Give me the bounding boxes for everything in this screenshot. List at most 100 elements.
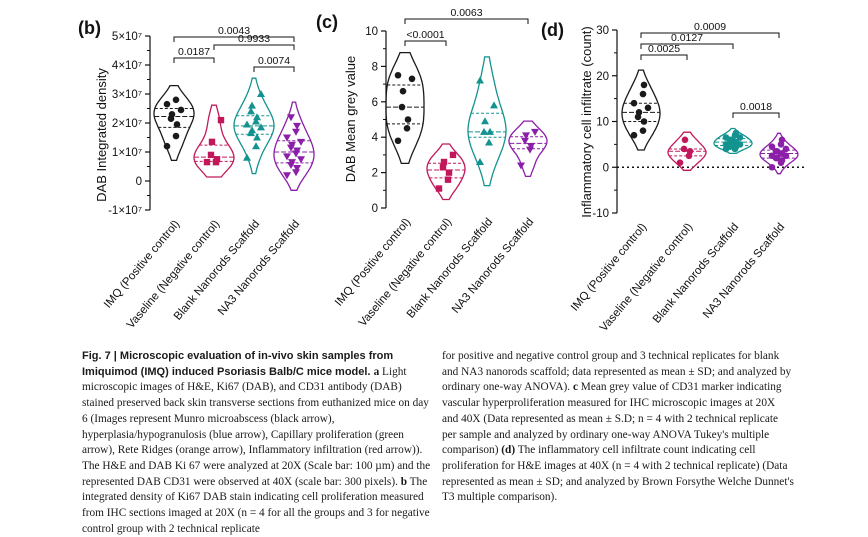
data-point: [640, 118, 648, 125]
data-point: [782, 145, 790, 153]
data-point: [773, 147, 781, 155]
data-point: [449, 151, 457, 159]
data-point: [732, 138, 740, 146]
data-point: [773, 154, 781, 162]
data-point: [248, 126, 256, 134]
y-axis-label: DAB Integrated density: [94, 68, 109, 202]
data-point: [778, 136, 786, 144]
violin-4: [273, 101, 315, 191]
data-point: [168, 111, 176, 118]
significance-bracket: [253, 66, 295, 72]
data-point: [293, 147, 301, 155]
data-point: [293, 122, 301, 130]
p-value-label: 0.0063: [450, 7, 482, 19]
violin-1: [385, 51, 425, 165]
data-point: [173, 121, 181, 128]
data-point: [732, 129, 740, 137]
data-point: [526, 146, 534, 154]
data-point: [727, 136, 735, 144]
data-point: [490, 101, 498, 109]
violin-2: [667, 131, 707, 171]
x-category-label: NA3 Nanorods Scaffold: [701, 221, 787, 321]
figure-title: Microscopic evaluation of in-vivo skin s…: [82, 350, 394, 378]
caption-label-d: (d): [501, 444, 516, 457]
x-category-label: NA3 Nanorods Scaffold: [216, 218, 302, 318]
data-point: [722, 134, 730, 141]
data-point: [439, 164, 447, 171]
data-point: [517, 162, 525, 170]
data-point: [686, 147, 694, 155]
data-point: [208, 138, 216, 146]
data-point: [531, 128, 539, 136]
significance-bracket: [404, 40, 447, 46]
data-point: [445, 169, 453, 176]
data-point: [297, 138, 305, 146]
y-tick-label: -1×10⁷: [108, 205, 142, 217]
chart-panel-2: (c) 10 8 6 4 2 0 DAB Mean grey value IMQ (Positi…: [316, 7, 548, 329]
data-point: [177, 106, 185, 114]
significance-bracket: [640, 54, 688, 60]
violin-3: [233, 77, 275, 175]
violin-2: [426, 143, 466, 201]
data-point: [676, 159, 684, 166]
violin-4: [759, 132, 799, 175]
data-point: [768, 143, 776, 150]
data-point: [476, 157, 484, 165]
x-category-label: IMQ (Positive control): [102, 218, 182, 311]
data-point: [172, 96, 180, 104]
chart-panel-1: (b) 5×10⁷ 4×10⁷ 3×10⁷ 2×10⁷ 1×10⁷ 0 -1×10⁷ DAB I…: [78, 18, 315, 331]
x-category-label: Blank Nanorods Scaffold: [651, 221, 741, 326]
data-point: [768, 152, 776, 160]
y-axis-label: Inflammatory cell infiltrate (count): [579, 26, 594, 217]
x-category-label: IMQ (Positive control): [333, 216, 413, 309]
x-category-label: Vaseline (Negative control): [598, 221, 696, 334]
panel-label: (d): [541, 20, 564, 40]
data-point: [297, 156, 305, 164]
caption-left-column: Fig. 7 | Microscopic evaluation of in-vi…: [82, 349, 434, 537]
y-tick-label: 0: [603, 162, 609, 174]
caption-label-b: b: [400, 475, 408, 488]
significance-bracket: [173, 36, 295, 42]
data-point: [207, 151, 215, 159]
data-point: [213, 156, 221, 163]
caption-text-c: Mean grey value of CD31 marker indicatin…: [442, 381, 782, 457]
data-point: [257, 90, 265, 97]
data-point: [288, 141, 296, 149]
data-point: [521, 137, 529, 145]
data-point: [292, 128, 300, 136]
data-point: [481, 117, 489, 125]
y-axis-label: DAB Mean grey value: [343, 56, 358, 182]
data-point: [217, 116, 225, 124]
data-point: [480, 127, 488, 135]
data-point: [476, 76, 484, 84]
data-point: [287, 114, 295, 122]
violin-3: [467, 56, 507, 187]
p-value-label: 0.0025: [648, 43, 680, 55]
caption-right-column: for positive and negative control group …: [442, 349, 794, 506]
y-tick-label: 4×10⁷: [112, 60, 142, 72]
y-tick-label: 30: [596, 25, 609, 37]
p-value-label: 0.0043: [218, 25, 250, 37]
figure-number: Fig. 7 |: [82, 350, 120, 362]
data-point: [203, 158, 211, 166]
data-point: [398, 103, 406, 111]
data-point: [399, 87, 407, 95]
data-point: [253, 113, 261, 121]
data-point: [403, 125, 411, 132]
data-point: [630, 131, 638, 139]
y-tick-label: 10: [596, 117, 609, 129]
x-category-label: Blank Nanorods Scaffold: [405, 216, 495, 321]
significance-bracket: [732, 112, 780, 118]
panel-label: (b): [78, 18, 101, 38]
y-tick-label: 0: [136, 176, 142, 188]
data-point: [248, 101, 256, 109]
data-point: [172, 132, 180, 140]
y-tick-label: -10: [592, 208, 609, 220]
data-point: [394, 137, 402, 145]
y-tick-label: 5×10⁷: [112, 31, 142, 43]
p-value-label: 0.0187: [178, 46, 210, 58]
y-tick-label: 8: [372, 61, 378, 73]
data-point: [283, 172, 291, 180]
data-point: [163, 100, 171, 108]
